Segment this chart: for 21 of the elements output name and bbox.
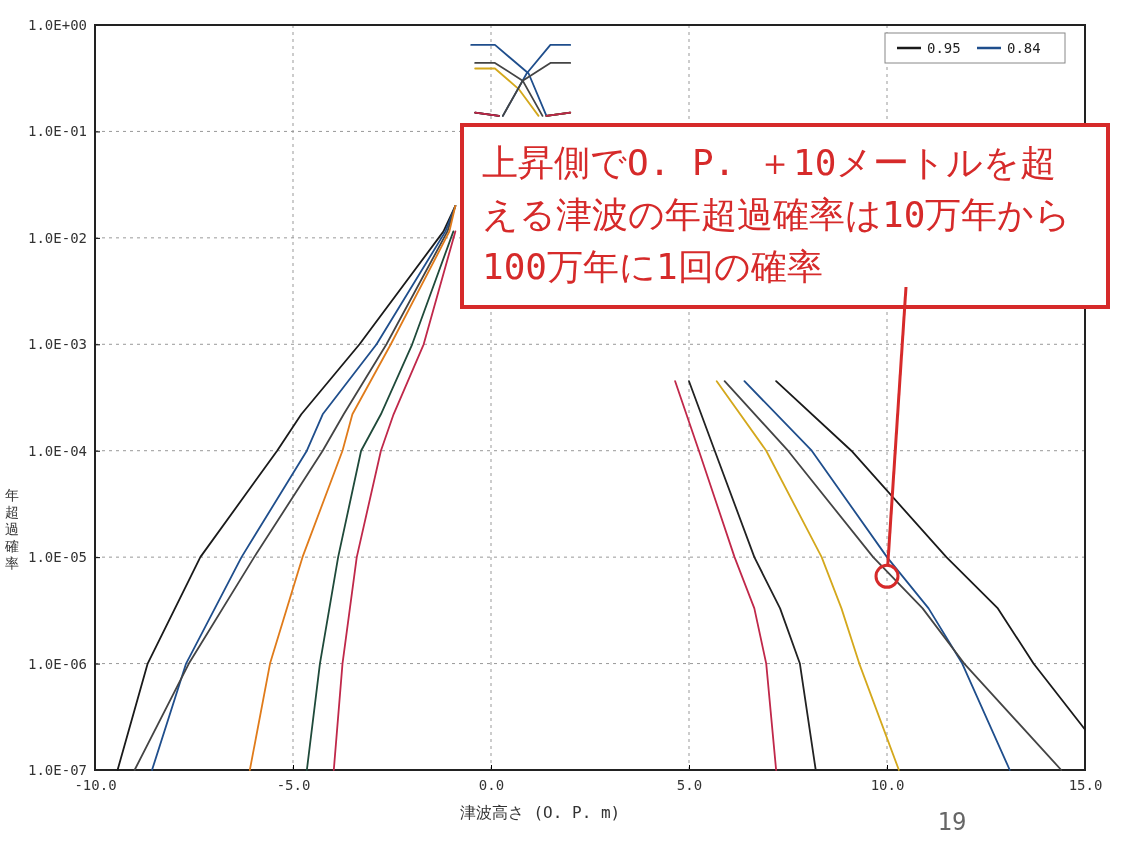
y-tick-label: 1.0E-03 [27,336,87,353]
y-tick-label: 1.0E-07 [27,761,87,778]
x-tick-label: 15.0 [1068,776,1103,793]
y-tick-label: 1.0E-06 [27,655,87,672]
y-tick-label: 1.0E-02 [27,229,87,246]
y-tick-label: 1.0E-05 [27,549,87,566]
y-tick-label: 1.0E+00 [27,16,87,33]
y-axis-title: 年超過確率 [4,487,19,571]
x-tick-label: -10.0 [74,776,117,793]
legend-label: 0.95 [927,39,961,56]
y-tick-label: 1.0E-04 [27,442,87,459]
x-axis-title: 津波高さ (O. P. m) [459,803,621,822]
x-tick-label: 0.0 [478,776,505,793]
x-tick-label: 5.0 [676,776,703,793]
y-tick-label: 1.0E-01 [27,123,87,140]
annotation: 上昇側でO. P. ＋10メートルを超える津波の年超過確率は10万年から100万年に1回の確率 [482,142,1072,287]
legend-label: 0.84 [1007,39,1041,56]
callout-box: 上昇側でO. P. ＋10メートルを超える津波の年超過確率は10万年から100万年に1回の確率 [460,123,1110,309]
text: 19 [937,808,967,836]
x-tick-label: 10.0 [870,776,905,793]
x-tick-label: -5.0 [276,776,311,793]
